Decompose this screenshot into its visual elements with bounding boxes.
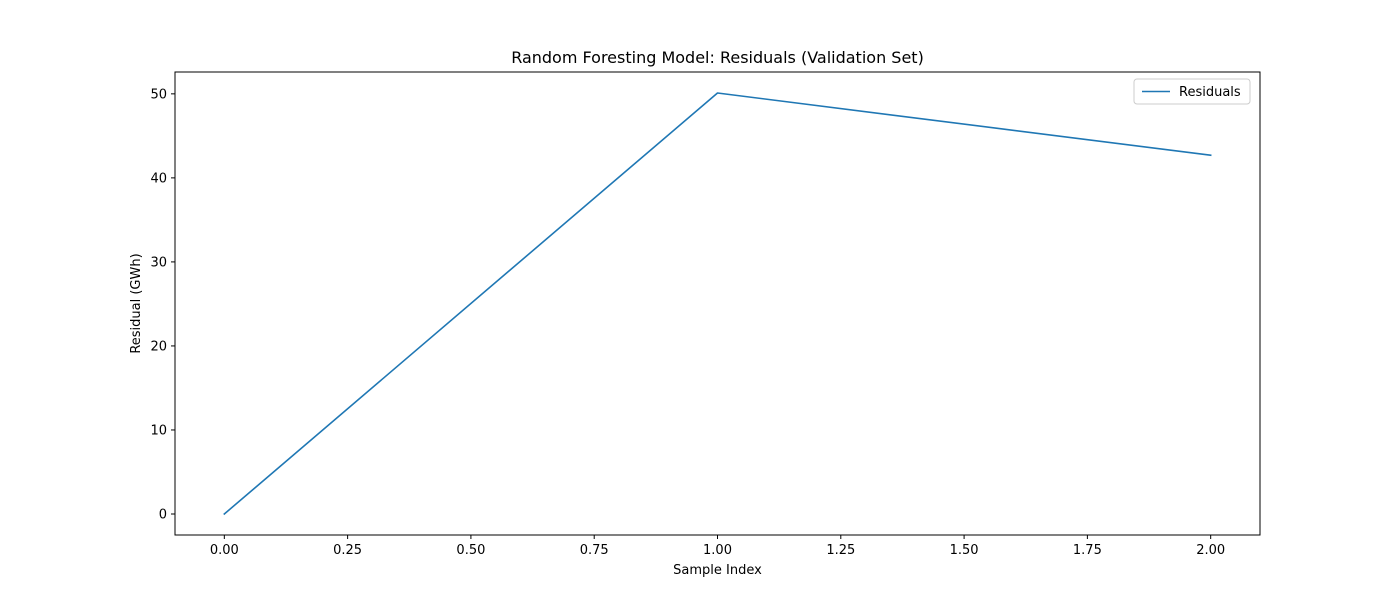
y-axis-ticks: 0 10 20 30 40 50 (150, 87, 175, 522)
chart-title: Random Foresting Model: Residuals (Valid… (511, 48, 924, 67)
legend-label: Residuals (1179, 85, 1241, 100)
y-tick-label: 20 (150, 339, 167, 354)
series-layer (223, 92, 1212, 516)
x-axis-ticks: 0.00 0.25 0.50 0.75 1.00 1.25 1.50 1.75 2.00 (210, 535, 1225, 558)
x-tick-label: 0.75 (580, 543, 609, 558)
x-tick-label: 0.25 (333, 543, 362, 558)
x-tick-label: 0.00 (210, 543, 239, 558)
x-tick-label: 1.75 (1073, 543, 1102, 558)
x-tick-label: 0.50 (456, 543, 485, 558)
y-tick-label: 40 (150, 171, 167, 186)
legend: Residuals (1133, 78, 1251, 105)
y-tick-label: 10 (150, 423, 167, 438)
x-tick-label: 1.00 (703, 543, 732, 558)
series-line-residuals (223, 92, 1212, 516)
x-tick-label: 1.50 (950, 543, 979, 558)
y-tick-label: 0 (159, 507, 167, 522)
x-tick-label: 2.00 (1196, 543, 1225, 558)
y-tick-label: 50 (150, 87, 167, 102)
x-tick-label: 1.25 (826, 543, 855, 558)
legend-box (1133, 78, 1251, 105)
x-axis-label: Sample Index (673, 563, 762, 578)
y-tick-label: 30 (150, 255, 167, 270)
y-axis-label: Residual (GWh) (129, 253, 144, 353)
